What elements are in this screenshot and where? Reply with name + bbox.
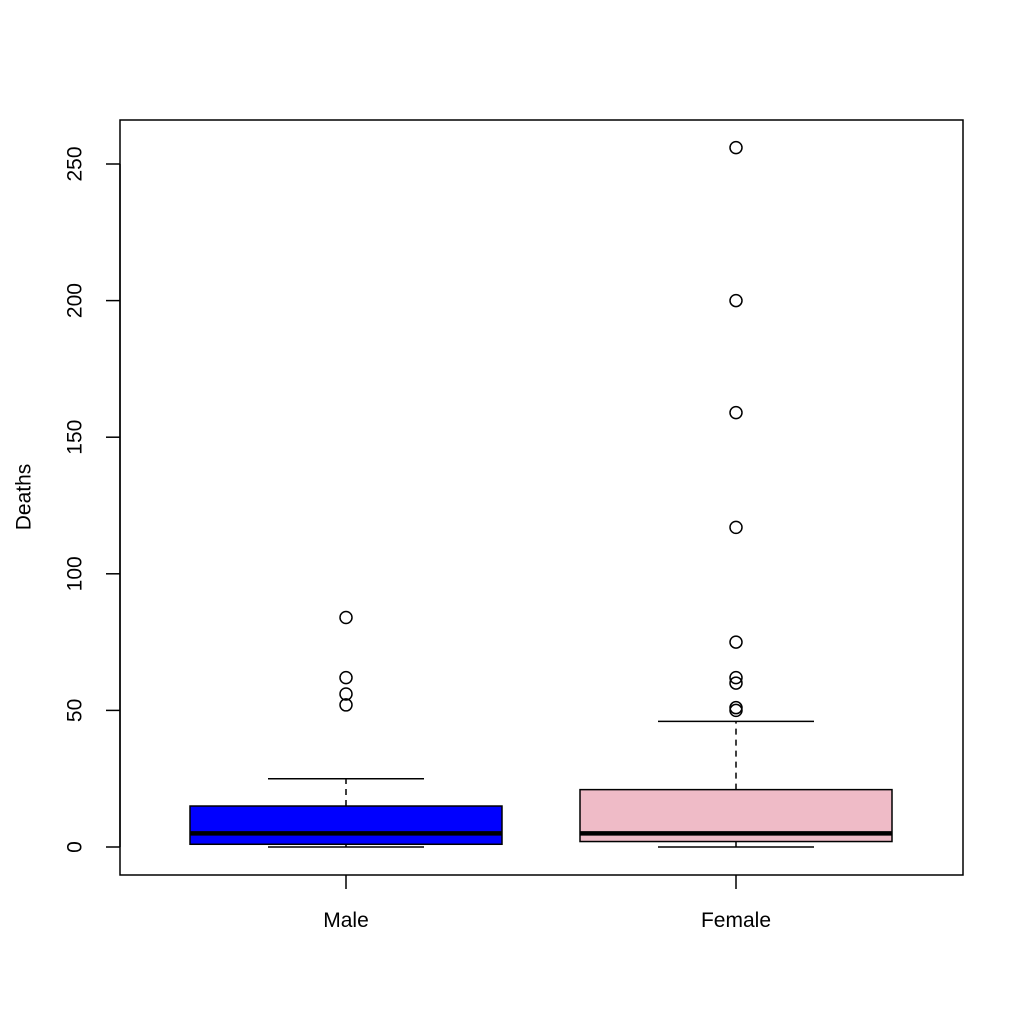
outlier-point [729,670,743,685]
y-tick-label: 0 [64,841,87,853]
box-group-female [579,140,893,848]
box-iqr [189,805,503,846]
outlier-point [729,700,743,715]
y-tick-label: 250 [64,146,87,181]
outlier-point [339,610,353,625]
outlier-point [729,520,743,535]
box-group-male [189,610,503,848]
outlier-point [339,670,353,685]
y-tick-label: 100 [64,556,87,591]
outlier-point [339,687,353,701]
plot-frame [119,119,964,876]
x-tick-label: Female [701,909,771,932]
y-tick-label: 150 [64,420,87,455]
x-axis: Male Female [323,875,771,932]
outlier-point [729,676,743,690]
outlier-point [729,635,743,649]
x-tick-label: Male [323,909,369,932]
outlier-point [729,293,743,308]
y-axis: 0 50 100 150 200 250 [64,146,121,853]
y-axis-title: Deaths [13,464,36,531]
y-tick-label: 200 [64,283,87,318]
outlier-point [729,703,743,718]
y-tick-label: 50 [64,699,87,722]
outlier-point [729,405,743,420]
outlier-point [339,698,353,712]
boxes-layer [189,140,893,848]
outlier-point [729,140,743,155]
